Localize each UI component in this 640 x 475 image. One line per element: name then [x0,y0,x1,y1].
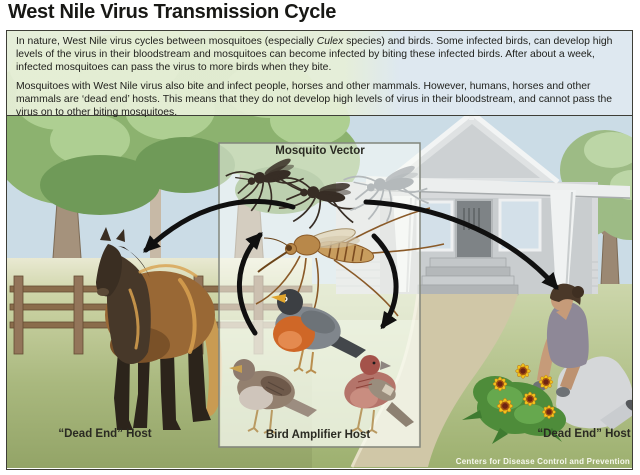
bird-amplifier-host-label: Bird Amplifier Host [265,429,371,441]
attribution-text: Centers for Disease Control and Preventi… [455,457,630,466]
cycle-arrow-down [371,233,399,330]
finch-figure [344,355,414,434]
flowers-figure [462,363,566,444]
porch-steps [417,257,519,296]
dead-end-host-right-label: “Dead End” Host [537,428,631,440]
gardener-figure [533,283,632,430]
horse-figure [96,227,223,430]
robin-figure [271,289,366,374]
sparrow-figure [229,359,317,434]
intro-paragraph-1: In nature, West Nile virus cycles betwee… [16,36,613,73]
intro-textbox: In nature, West Nile virus cycles betwee… [7,31,632,118]
mosquito-vector-label: Mosquito Vector [275,145,365,157]
culex-mosquito-figure [255,207,445,337]
page-title: West Nile Virus Transmission Cycle [8,1,337,23]
cycle-arrow-up [236,232,263,336]
intro-paragraph-2: Mosquitoes with West Nile virus also bit… [16,80,613,118]
culex-italic: Culex [316,36,344,47]
arrow-to-horse [143,199,296,253]
dead-end-host-left-label: “Dead End” Host [58,428,152,440]
arrow-to-human [363,199,559,291]
